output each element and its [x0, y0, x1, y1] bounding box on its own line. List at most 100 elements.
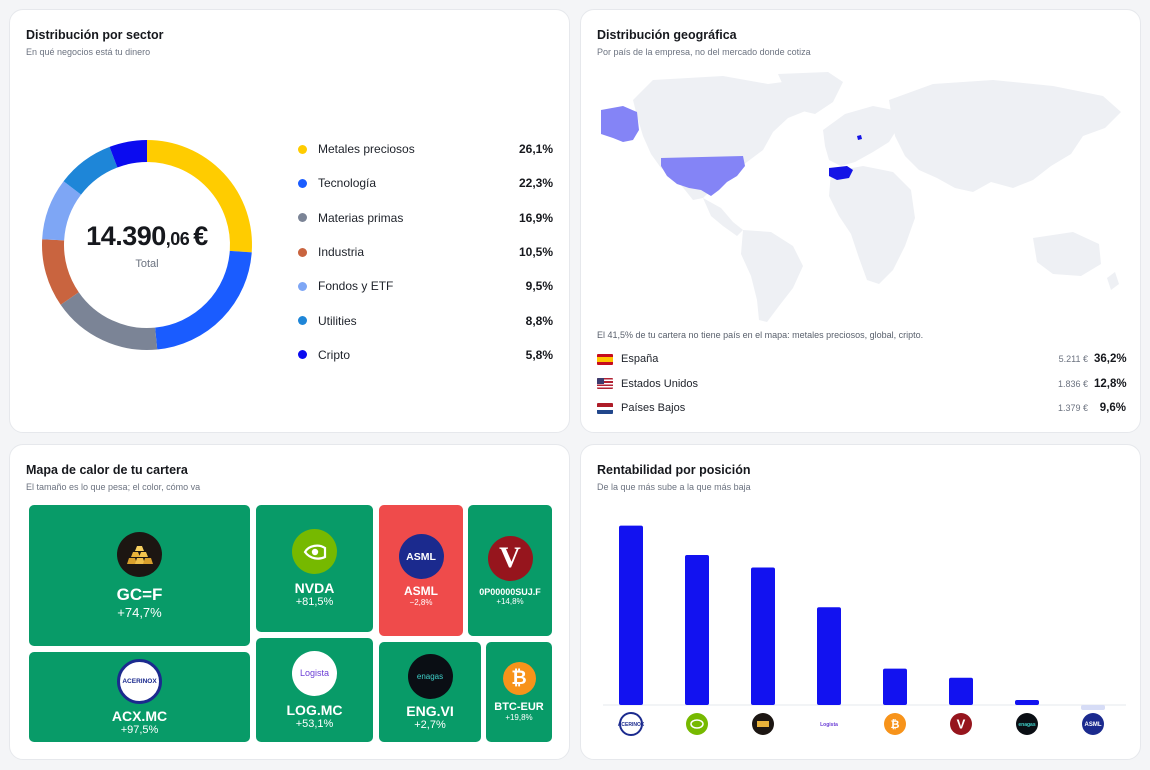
- logista-icon: Logista: [292, 650, 337, 696]
- tile-change: +53,1%: [295, 717, 334, 730]
- bar-ENG.VI[interactable]: [1015, 700, 1039, 705]
- tile-change: +74,7%: [117, 604, 162, 620]
- bar-ACX.MC[interactable]: [619, 525, 643, 705]
- returns-title: Rentabilidad por posición: [597, 463, 751, 477]
- bitcoin-icon: ₿: [884, 713, 906, 735]
- bar-NVDA[interactable]: [685, 555, 709, 705]
- tile-ticker: ASML: [404, 584, 438, 598]
- legend-dot-icon: [298, 350, 307, 360]
- geo-row-spain: España 5.211 € 36,2%: [597, 347, 1127, 372]
- bar-logo-label: ACERINOX: [618, 722, 645, 728]
- map-oceania: [1033, 232, 1101, 276]
- legend-dot-icon: [298, 281, 307, 291]
- world-map: [601, 72, 1121, 322]
- donut-slice-0[interactable]: [146, 140, 252, 253]
- geo-country-name: Países Bajos: [621, 402, 686, 415]
- heatmap-tile-acx[interactable]: ACERINOX ACX.MC +97,5%: [29, 652, 250, 742]
- geo-list: España 5.211 € 36,2% Estados Unidos 1.83…: [597, 347, 1127, 421]
- total-label: Total: [135, 257, 159, 270]
- donut-slice-1[interactable]: [154, 250, 252, 350]
- legend-item[interactable]: Cripto 5,8%: [298, 338, 553, 372]
- logista-icon: Logista: [818, 713, 840, 735]
- gold-bars-icon: [117, 531, 162, 577]
- total-amount: 14.390,06 €: [86, 220, 208, 251]
- asml-icon: ASML: [398, 534, 444, 579]
- tile-ticker: GC=F: [116, 584, 163, 604]
- sector-title: Distribución por sector: [26, 28, 164, 42]
- legend-value: 8,8%: [525, 313, 553, 328]
- enagas-icon: enagas: [1016, 713, 1038, 735]
- bar-LOG.MC[interactable]: [817, 607, 841, 705]
- legend-item[interactable]: Materias primas 16,9%: [298, 201, 553, 235]
- bar-logo-label: ASML: [1085, 722, 1102, 728]
- legend-label: Industria: [318, 245, 365, 260]
- bar-ASML[interactable]: [1081, 705, 1105, 710]
- heatmap-tile-asml[interactable]: ASML ASML −2,8%: [379, 505, 463, 636]
- donut-slice-4[interactable]: [42, 181, 82, 241]
- geo-subtitle: Por país de la empresa, no del mercado d…: [597, 47, 811, 57]
- sector-subtitle: En qué negocios está tu dinero: [26, 47, 151, 57]
- legend-value: 9,5%: [525, 279, 553, 294]
- tile-change: +19,8%: [505, 713, 533, 722]
- heatmap-tile-nvda[interactable]: NVDA +81,5%: [256, 505, 373, 632]
- tile-ticker: ENG.VI: [406, 702, 454, 719]
- geo-card: Distribución geográfica Por país de la e…: [580, 9, 1141, 433]
- legend-dot-icon: [298, 178, 307, 188]
- map-spain: [829, 166, 853, 180]
- map-south-america: [741, 230, 803, 322]
- tile-change: +97,5%: [120, 723, 159, 736]
- netherlands-flag-icon: [597, 402, 613, 414]
- legend-item[interactable]: Utilities 8,8%: [298, 303, 553, 337]
- legend-item[interactable]: Tecnología 22,3%: [298, 166, 553, 200]
- bar-logo-label: ₿: [891, 719, 900, 731]
- legend-value: 26,1%: [518, 142, 553, 157]
- tile-ticker: 0P00000SUJ.F: [479, 586, 541, 597]
- heatmap-subtitle: El tamaño es lo que pesa; el color, cómo…: [26, 482, 201, 492]
- geo-row-usa: Estados Unidos 1.836 € 12,8%: [597, 372, 1127, 397]
- legend-item[interactable]: Industria 10,5%: [298, 235, 553, 269]
- enagas-icon: enagas: [407, 653, 453, 699]
- donut-slice-3[interactable]: [42, 239, 79, 305]
- heatmap-tile-btc[interactable]: ₿ BTC-EUR +19,8%: [486, 642, 552, 742]
- heatmap-tile-vanguard[interactable]: V 0P00000SUJ.F +14,8%: [468, 505, 552, 636]
- legend-label: Utilities: [318, 313, 357, 328]
- geo-percent: 9,6%: [1099, 402, 1126, 415]
- legend-dot-icon: [298, 213, 307, 223]
- heatmap-tile-gcf[interactable]: GC=F +74,7%: [29, 505, 250, 646]
- heatmap-tile-log[interactable]: Logista LOG.MC +53,1%: [256, 638, 373, 742]
- nvidia-icon: [686, 713, 708, 735]
- legend-value: 16,9%: [518, 210, 553, 225]
- legend-label: Metales preciosos: [318, 142, 415, 157]
- bar-0P00000SUJ.F[interactable]: [949, 677, 973, 705]
- donut-slice-5[interactable]: [63, 146, 118, 195]
- tile-change: +2,7%: [414, 718, 446, 731]
- bar-logo-label: V: [957, 717, 966, 732]
- geo-title: Distribución geográfica: [597, 28, 737, 42]
- vanguard-icon: V: [487, 535, 533, 581]
- returns-subtitle: De la que más sube a la que más baja: [597, 482, 751, 492]
- legend-item[interactable]: Metales preciosos 26,1%: [298, 132, 553, 166]
- geo-country-name: España: [621, 353, 659, 366]
- tile-ticker: LOG.MC: [286, 701, 343, 718]
- bar-BTC-EUR[interactable]: [883, 668, 907, 705]
- legend-label: Tecnología: [318, 176, 377, 191]
- legend-item[interactable]: Fondos y ETF 9,5%: [298, 269, 553, 303]
- tile-ticker: BTC-EUR: [494, 701, 544, 713]
- donut-slice-2[interactable]: [60, 291, 158, 350]
- bar-GC=F[interactable]: [751, 567, 775, 705]
- geo-row-netherlands: Países Bajos 1.379 € 9,6%: [597, 396, 1126, 421]
- nvidia-icon: [292, 529, 337, 574]
- geo-percent: 12,8%: [1094, 377, 1127, 390]
- legend-dot-icon: [298, 247, 307, 257]
- map-asia: [889, 80, 1121, 192]
- acerinox-icon: ACERINOX: [117, 658, 162, 704]
- map-africa: [829, 166, 915, 284]
- sector-legend: Metales preciosos 26,1% Tecnología 22,3% Mat…: [298, 132, 553, 372]
- legend-label: Fondos y ETF: [318, 279, 394, 294]
- legend-value: 22,3%: [518, 176, 553, 191]
- donut-slice-6[interactable]: [109, 140, 148, 168]
- tile-change: −2,8%: [409, 598, 433, 607]
- donut-center: 14.390,06 € Total: [36, 134, 258, 356]
- heatmap-tile-eng[interactable]: enagas ENG.VI +2,7%: [379, 642, 481, 742]
